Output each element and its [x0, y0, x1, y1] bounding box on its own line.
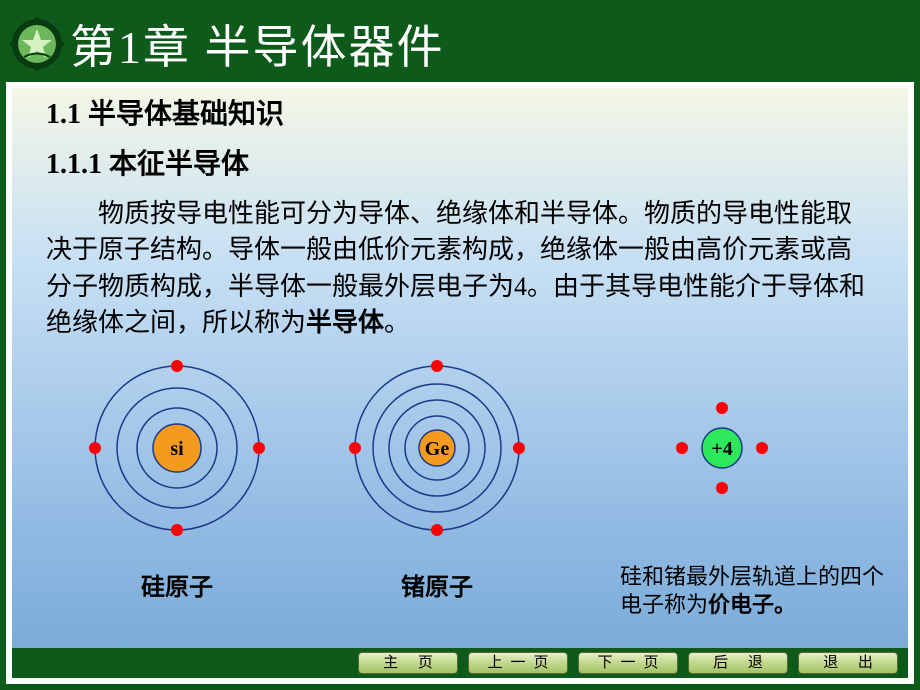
paragraph: 物质按导电性能可分为导体、绝缘体和半导体。物质的导电性能取决于原子结构。导体一般… [46, 196, 874, 342]
paragraph-text: 物质按导电性能可分为导体、绝缘体和半导体。物质的导电性能取决于原子结构。导体一般… [46, 199, 865, 337]
nav-back-button[interactable]: 后 退 [688, 652, 788, 674]
nav-exit-button[interactable]: 退 出 [798, 652, 898, 674]
slide: 第1章 半导体器件 1.1 半导体基础知识 1.1.1 本征半导体 物质按导电性… [0, 0, 920, 690]
footnote-bold: 价电子。 [708, 592, 796, 617]
slide-body: 1.1 半导体基础知识 1.1.1 本征半导体 物质按导电性能可分为导体、绝缘体… [12, 88, 908, 648]
svg-text:si: si [170, 438, 184, 460]
nav-next-button[interactable]: 下一页 [578, 652, 678, 674]
chapter-title: 第1章 半导体器件 [70, 11, 445, 77]
footnote: 硅和锗最外层轨道上的四个电子称为价电子。 [620, 563, 890, 620]
germanium-label: 锗原子 [332, 567, 542, 602]
silicon-label: 硅原子 [72, 567, 282, 602]
slide-header: 第1章 半导体器件 [6, 6, 914, 82]
svg-text:+4: +4 [711, 438, 732, 460]
nav-home-button[interactable]: 主 页 [358, 652, 458, 674]
paragraph-suffix: 。 [384, 308, 410, 337]
nav-prev-button[interactable]: 上一页 [468, 652, 568, 674]
section-1-1-heading: 1.1.1 本征半导体 [46, 142, 874, 182]
simplified-ion: +4 [652, 378, 792, 523]
svg-text:Ge: Ge [425, 438, 450, 460]
nav-bar: 主 页 上一页 下一页 后 退 退 出 [12, 648, 908, 678]
paragraph-bold: 半导体 [306, 308, 384, 337]
logo-icon [10, 17, 64, 71]
germanium-atom: Ge 锗原子 [332, 348, 542, 602]
silicon-atom: si 硅原子 [72, 348, 282, 602]
section-1-heading: 1.1 半导体基础知识 [46, 92, 874, 132]
